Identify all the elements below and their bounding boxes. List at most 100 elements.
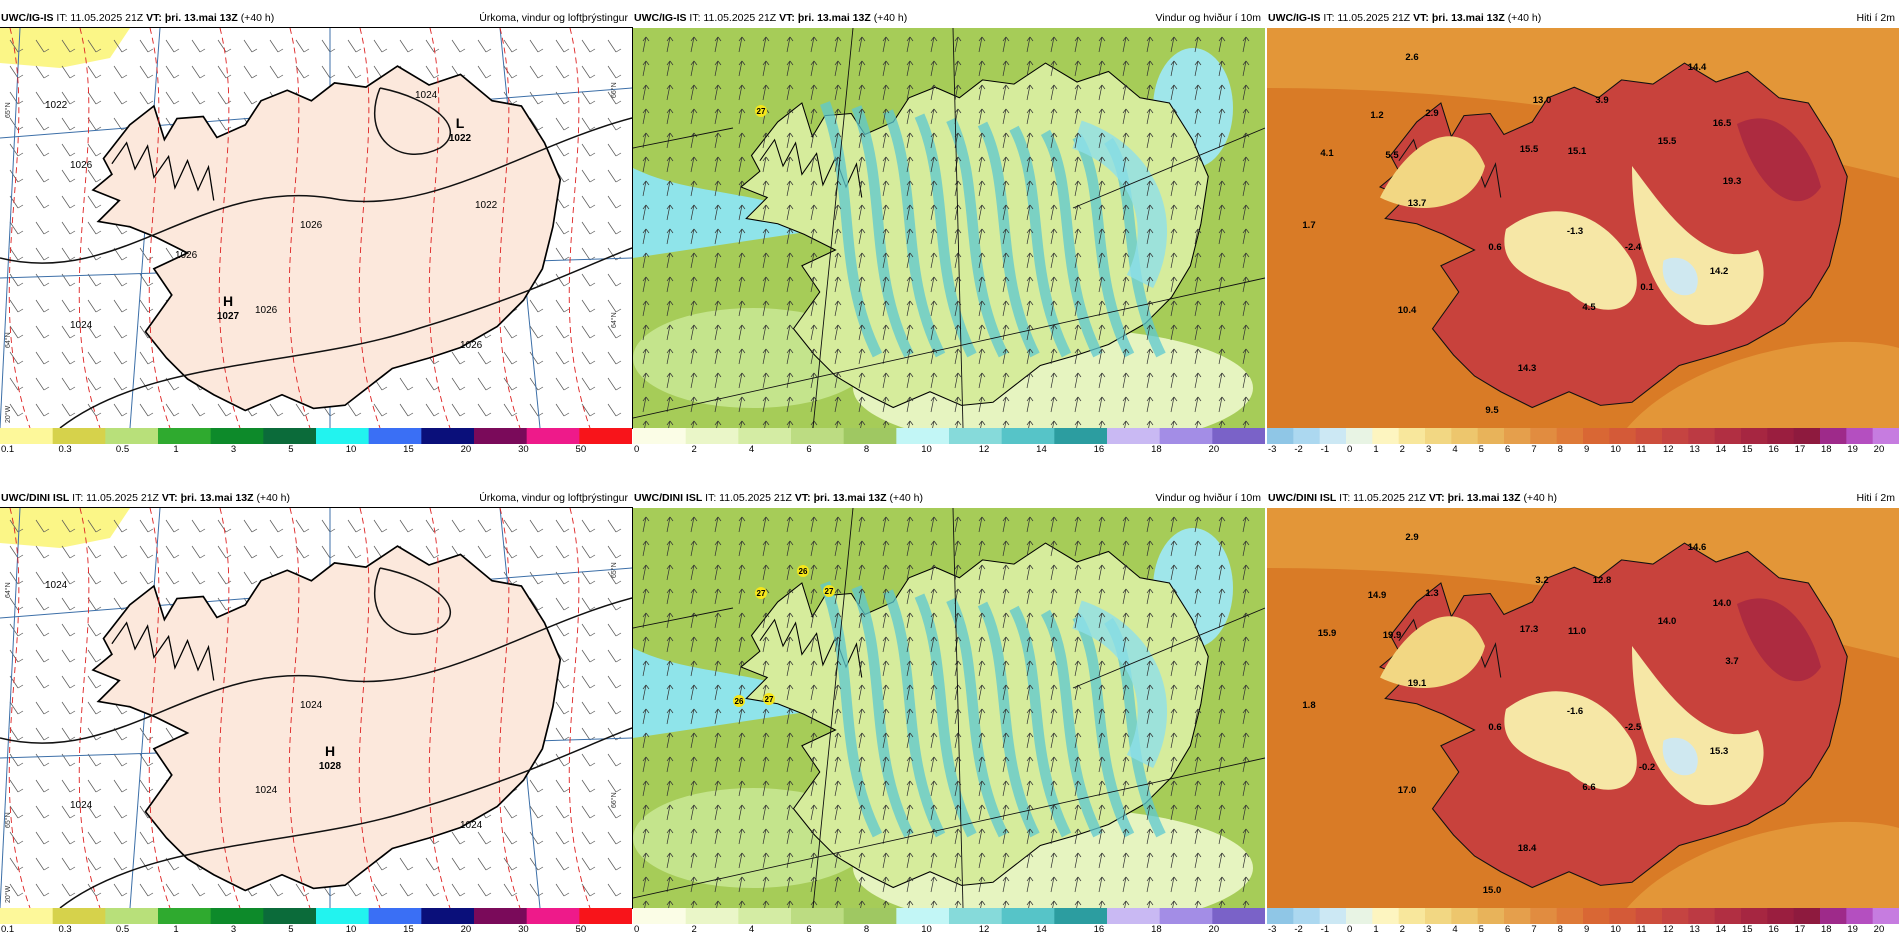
temperature-label: 19.3 xyxy=(1723,176,1742,187)
wind-arrow-icon xyxy=(642,660,650,677)
pressure-center-letter: H xyxy=(223,293,233,309)
wind-arrow-icon xyxy=(978,684,986,701)
wind-arrow-icon xyxy=(666,516,674,533)
wind-barb-icon xyxy=(555,857,570,871)
temperature-label: 1.2 xyxy=(1370,110,1383,121)
map-area: 26 27 27 26 27 xyxy=(633,508,1265,908)
wind-barb-icon xyxy=(425,545,440,559)
wind-arrow-icon xyxy=(666,348,674,365)
wind-arrow-icon xyxy=(978,204,986,221)
wind-arrow-icon xyxy=(978,132,986,149)
wind-barb-icon xyxy=(581,649,596,663)
gust-label: 27 xyxy=(825,587,834,596)
wind-barb-icon xyxy=(581,753,596,767)
wind-arrow-icon xyxy=(1170,900,1178,908)
pressure-center-value: 1028 xyxy=(319,761,342,772)
wind-arrow-icon xyxy=(1218,84,1226,101)
wind-arrow-icon xyxy=(738,300,746,317)
wind-arrow-icon xyxy=(1122,348,1130,365)
wind-arrow-icon xyxy=(1074,180,1082,197)
wind-barb-icon xyxy=(503,831,518,845)
wind-barb-icon xyxy=(529,65,544,79)
wind-arrow-icon xyxy=(1050,156,1058,173)
wind-arrow-icon xyxy=(978,300,986,317)
wind-arrow-icon xyxy=(1074,612,1082,629)
wind-arrow-icon xyxy=(738,324,746,341)
wind-arrow-icon xyxy=(978,180,986,197)
colorbar xyxy=(1267,428,1899,444)
wind-arrow-icon xyxy=(978,396,986,413)
wind-barb-icon xyxy=(61,857,76,871)
wind-arrow-icon xyxy=(690,732,698,749)
temperature-label: 15.1 xyxy=(1568,146,1587,157)
wind-arrow-icon xyxy=(642,84,650,101)
wind-arrow-icon xyxy=(1074,540,1082,557)
wind-arrow-icon xyxy=(1218,132,1226,149)
wind-arrow-icon xyxy=(1074,60,1082,77)
valid-label: VT: xyxy=(146,12,162,24)
wind-barb-icon xyxy=(581,805,596,819)
wind-arrow-icon xyxy=(1050,420,1058,428)
wind-arrow-icon xyxy=(786,708,794,725)
wind-arrow-icon xyxy=(858,84,866,101)
colorbar-swatch xyxy=(526,428,580,444)
wind-arrow-icon xyxy=(1002,108,1010,125)
colorbar-tick-label: 11 xyxy=(1636,924,1647,935)
wind-arrow-icon xyxy=(1002,540,1010,557)
wind-barb-icon xyxy=(581,519,596,533)
wind-arrow-icon xyxy=(1074,132,1082,149)
wind-arrow-icon xyxy=(642,708,650,725)
wind-arrow-icon xyxy=(738,396,746,413)
wind-barb-icon xyxy=(529,805,544,819)
wind-arrow-icon xyxy=(1074,780,1082,797)
wind-arrow-icon xyxy=(1218,252,1226,269)
wind-arrow-icon xyxy=(1146,708,1154,725)
wind-barb-icon xyxy=(87,325,102,339)
wind-barb-icon xyxy=(529,857,544,871)
wind-barb-icon xyxy=(165,545,180,559)
wind-arrow-icon xyxy=(1194,612,1202,629)
colorbar-tick-label: 10 xyxy=(1610,444,1621,455)
wind-arrow-icon xyxy=(930,588,938,605)
model-source: UWC/IG-IS xyxy=(1268,12,1321,24)
gust-label: 27 xyxy=(765,695,774,704)
wind-barb-icon xyxy=(113,299,128,313)
wind-arrow-icon xyxy=(1218,36,1226,53)
wind-arrow-icon xyxy=(690,276,698,293)
temperature-label: 1.8 xyxy=(1302,700,1315,711)
colorbar-tick-label: 20 xyxy=(1873,924,1885,935)
wind-arrow-icon xyxy=(666,636,674,653)
colorbar-swatch xyxy=(1872,428,1899,444)
wind-barb-icon xyxy=(139,779,154,793)
wind-arrow-icon xyxy=(642,684,650,701)
wind-arrow-icon xyxy=(906,420,914,428)
wind-barb-icon xyxy=(35,117,50,131)
wind-arrow-icon xyxy=(1218,156,1226,173)
wind-arrow-icon xyxy=(642,372,650,389)
wind-arrow-icon xyxy=(1002,276,1010,293)
colorbar xyxy=(0,908,632,924)
wind-arrow-icon xyxy=(738,180,746,197)
gust-label: 26 xyxy=(799,567,808,576)
wind-arrow-icon xyxy=(1098,828,1106,845)
wind-arrow-icon xyxy=(1242,780,1250,797)
temperature-label: 14.4 xyxy=(1688,62,1707,73)
wind-arrow-icon xyxy=(642,636,650,653)
panel-header: UWC/IG-IS IT: 11.05.2025 21Z VT: þri. 13… xyxy=(633,10,1265,27)
init-time: IT: 11.05.2025 21Z xyxy=(705,492,792,504)
wind-barb-icon xyxy=(87,117,102,131)
wind-arrow-icon xyxy=(642,348,650,365)
wind-arrow-icon xyxy=(1170,132,1178,149)
isobar-label: 1026 xyxy=(70,160,93,171)
wind-arrow-icon xyxy=(834,756,842,773)
panel-title: Hiti í 2m xyxy=(1856,12,1895,24)
temperature-label: -1.6 xyxy=(1567,706,1583,717)
colorbar-swatch xyxy=(1688,908,1716,924)
colorbar-tick-label: 5 xyxy=(288,444,294,455)
wind-barb-icon xyxy=(61,779,76,793)
wind-barb-icon xyxy=(61,545,76,559)
colorbar-tick-label: 0.5 xyxy=(115,444,130,455)
wind-arrow-icon xyxy=(1146,612,1154,629)
wind-arrow-icon xyxy=(714,804,722,821)
wind-arrow-icon xyxy=(1074,900,1082,908)
